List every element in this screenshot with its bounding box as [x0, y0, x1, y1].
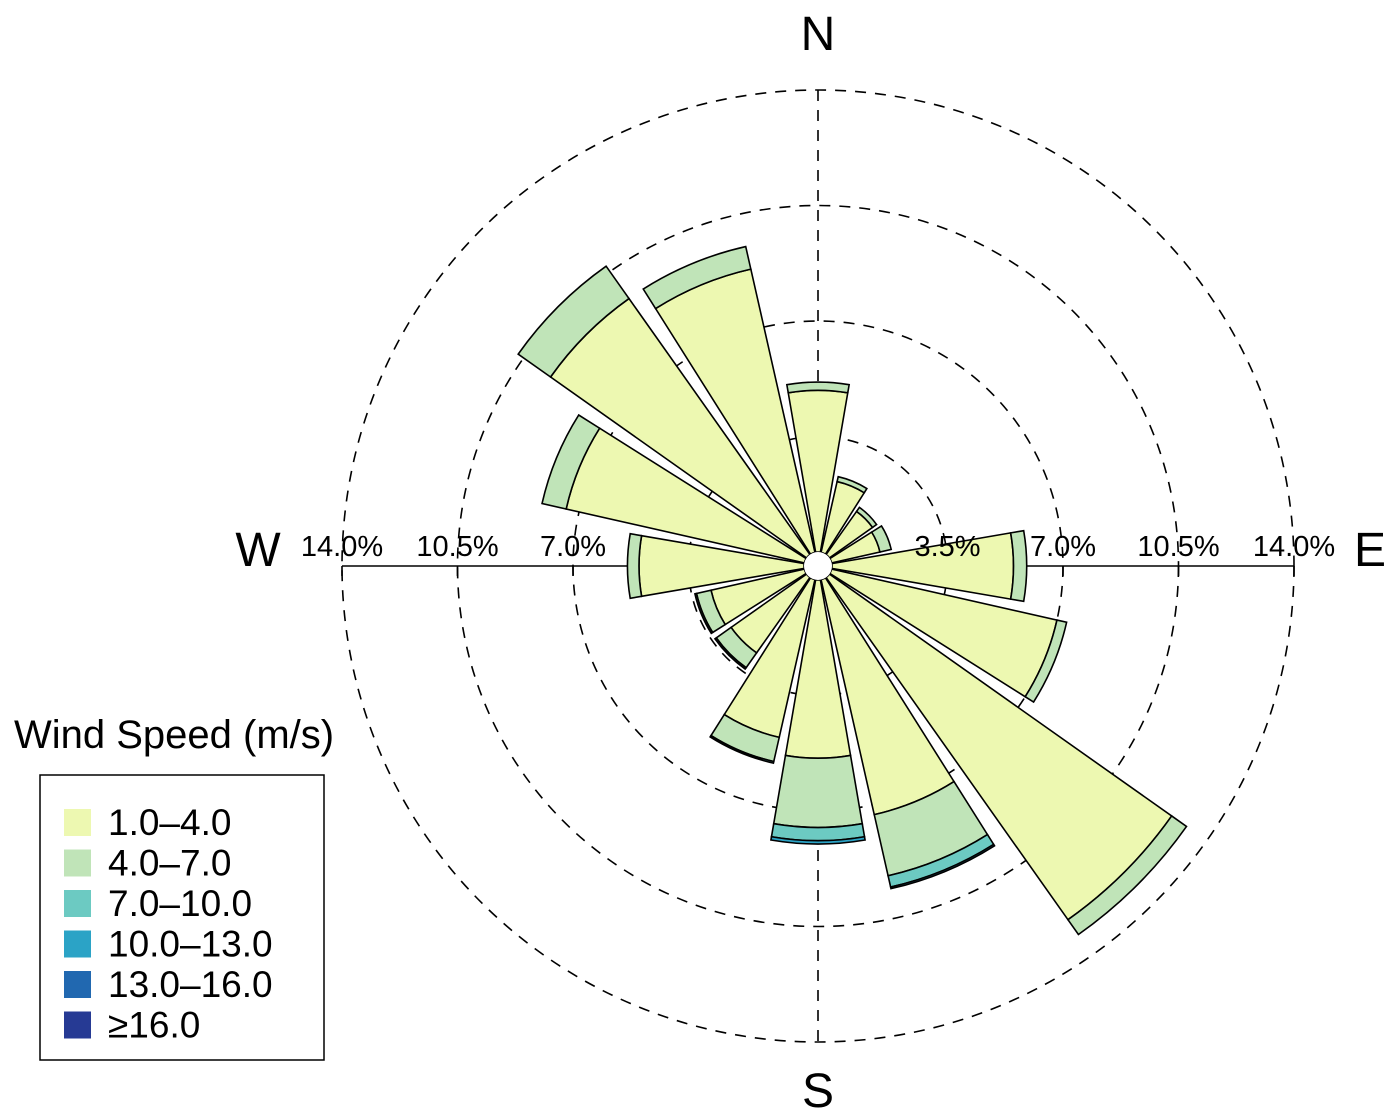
tick-label-east-3: 10.5%: [1137, 531, 1219, 563]
bar-s-bin-2: [772, 754, 864, 829]
bar-nw-bin-2: [517, 265, 631, 379]
direction-label-north: N: [801, 8, 836, 61]
bar-wsw-bin-3: [693, 592, 714, 635]
legend-label-2: 4.0–7.0: [108, 843, 231, 884]
bar-s-bin-4: [769, 835, 867, 845]
legend-swatch-5: [64, 971, 91, 998]
bar-w-bin-2: [626, 532, 643, 600]
bar-layer: [517, 245, 1188, 936]
bar-sse-bin-4: [889, 843, 996, 890]
legend-swatch-2: [64, 849, 91, 877]
legend-swatch-1: [64, 809, 91, 836]
bar-ene-bin-2: [870, 524, 893, 553]
bar-se-bin-2: [1066, 814, 1188, 936]
tick-label-west-3: 7.0%: [540, 531, 606, 563]
legend-label-1: 1.0–4.0: [108, 802, 231, 843]
label-layer: N E S W 3.5% 7.0% 10.5% 14.0% 14.0% 10.5% 7.0%: [235, 8, 1386, 1118]
legend-label-3: 7.0–10.0: [108, 883, 252, 924]
bar-n-bin-2: [785, 381, 851, 394]
bar-e-bin-2: [1009, 529, 1028, 603]
legend-swatch-6: [64, 1011, 91, 1039]
legend-title: Wind Speed (m/s): [14, 713, 334, 757]
legend-swatch-4: [64, 930, 91, 958]
legend-label-6: ≥16.0: [108, 1005, 200, 1046]
legend-swatch-3: [64, 890, 91, 917]
tick-label-east-4: 14.0%: [1253, 531, 1335, 563]
bar-sw-bin-3: [713, 636, 748, 671]
direction-label-west: W: [235, 524, 281, 577]
tick-label-west-1: 14.0%: [301, 531, 383, 563]
tick-label-west-2: 10.5%: [416, 531, 498, 563]
tick-label-east-2: 7.0%: [1030, 531, 1096, 563]
bar-wnw-bin-2: [541, 413, 601, 510]
legend-items: 1.0–4.04.0–7.07.0–10.010.0–13.013.0–16.0…: [64, 802, 273, 1046]
bar-ese-bin-2: [1024, 619, 1068, 704]
legend: Wind Speed (m/s) 1.0–4.04.0–7.07.0–10.01…: [14, 713, 334, 1061]
tick-label-east-1: 3.5%: [914, 531, 980, 563]
legend-label-5: 13.0–16.0: [108, 964, 273, 1005]
direction-label-south: S: [802, 1065, 834, 1113]
bar-nne-bin-2: [836, 475, 868, 494]
bar-ssw-bin-3: [709, 734, 775, 765]
legend-label-4: 10.0–13.0: [108, 924, 273, 965]
bar-nnw-bin-2: [642, 245, 752, 310]
direction-label-east: E: [1354, 524, 1386, 577]
center-hole: [804, 552, 832, 580]
bar-ne-bin-2: [855, 506, 878, 529]
